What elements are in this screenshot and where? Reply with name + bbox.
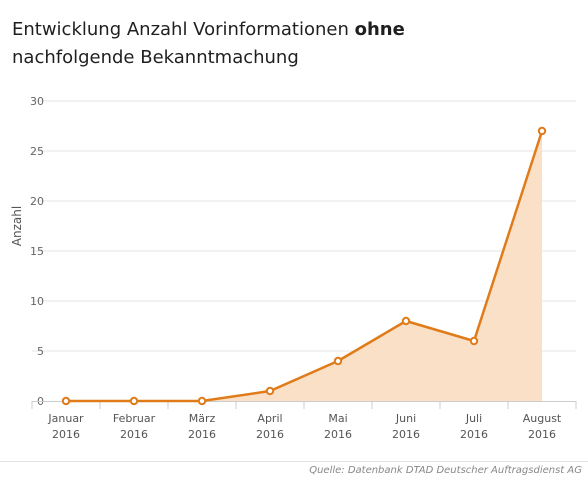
- x-tick-label-month: Juni: [395, 412, 416, 425]
- data-point: [197, 396, 207, 406]
- x-tick-label-month: Juli: [465, 412, 482, 425]
- source-note: Quelle: Datenbank DTAD Deutscher Auftrag…: [309, 465, 582, 476]
- data-point: [129, 396, 139, 406]
- x-tick-label-month: Februar: [113, 412, 156, 425]
- x-tick-label-year: 2016: [528, 428, 556, 441]
- data-point: [401, 316, 411, 326]
- x-tick-label-month: April: [257, 412, 282, 425]
- data-point: [333, 356, 343, 366]
- x-tick-label-month: März: [189, 412, 216, 425]
- chart-title: Entwicklung Anzahl Vorinformationen ohne…: [12, 16, 572, 72]
- x-tick-label-year: 2016: [52, 428, 80, 441]
- y-tick-label: 30: [30, 95, 44, 108]
- y-tick-label: 15: [30, 245, 44, 258]
- series-line: [66, 130, 544, 403]
- x-tick-label-year: 2016: [256, 428, 284, 441]
- data-point: [469, 336, 479, 346]
- x-tick-label-year: 2016: [324, 428, 352, 441]
- y-tick-label: 5: [37, 345, 44, 358]
- x-tick-label-year: 2016: [460, 428, 488, 441]
- data-point: [265, 386, 275, 396]
- x-tick-label-year: 2016: [392, 428, 420, 441]
- chart-title-part1: Entwicklung Anzahl Vorinformationen: [12, 19, 355, 40]
- y-tick-label: 20: [30, 195, 44, 208]
- data-point: [61, 396, 71, 406]
- x-tick-label-month: Januar: [47, 412, 84, 425]
- data-point: [537, 126, 547, 136]
- y-tick-label: 25: [30, 145, 44, 158]
- series-area: [66, 131, 542, 401]
- line-chart: 051015202530AnzahlJanuar2016Februar2016M…: [10, 95, 577, 441]
- x-tick-label-year: 2016: [188, 428, 216, 441]
- x-tick-label-year: 2016: [120, 428, 148, 441]
- y-axis-label: Anzahl: [10, 206, 24, 246]
- y-tick-label: 10: [30, 295, 44, 308]
- footer-divider: [0, 461, 588, 462]
- chart-title-line2: nachfolgende Bekanntmachung: [12, 47, 299, 68]
- x-tick-label-month: August: [523, 412, 562, 425]
- x-tick-label-month: Mai: [328, 412, 347, 425]
- chart-title-bold: ohne: [354, 19, 405, 40]
